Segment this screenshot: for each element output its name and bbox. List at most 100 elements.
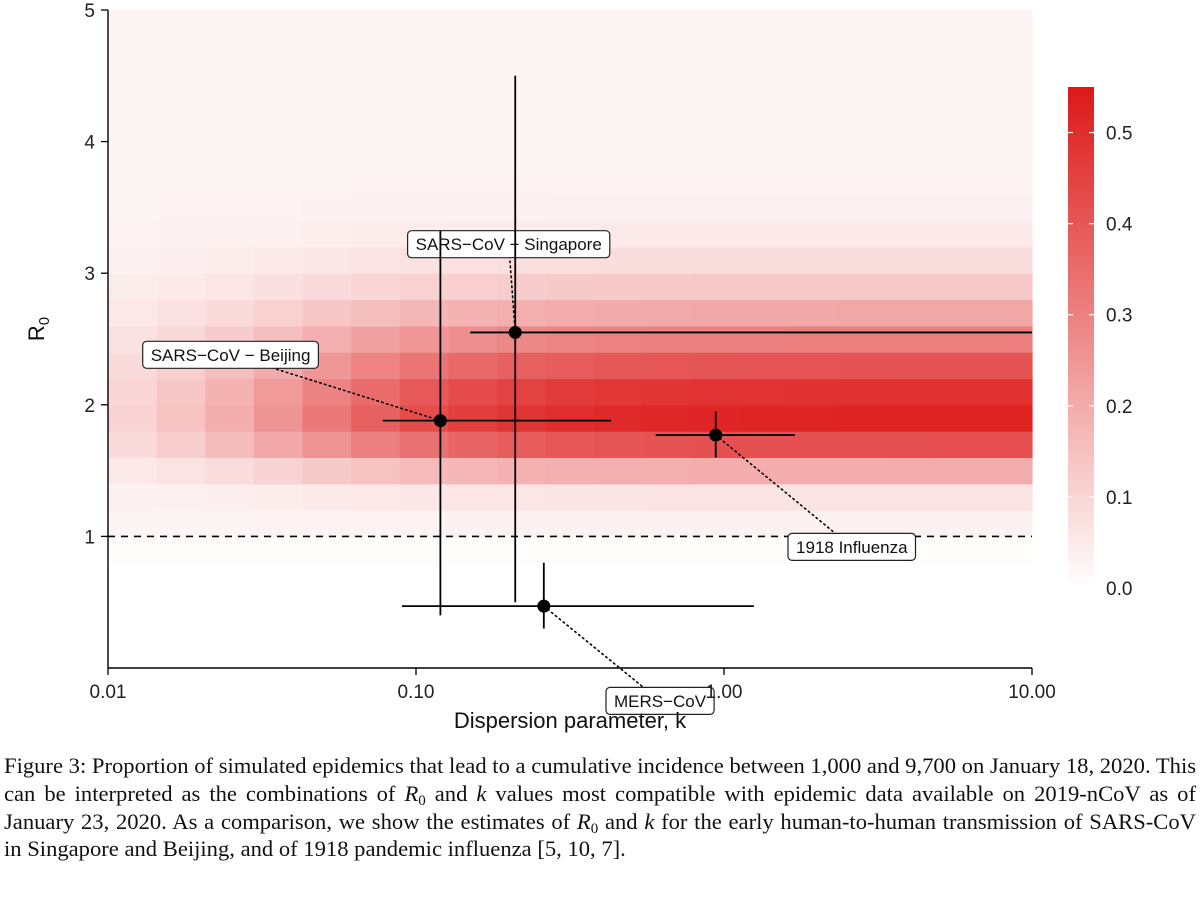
heatmap-cell-187 xyxy=(886,299,936,327)
heatmap-cell-23 xyxy=(302,510,352,537)
heatmap-cell-111 xyxy=(886,404,936,432)
heatmap-cell-18 xyxy=(983,536,1033,564)
heatmap-cell-34 xyxy=(837,510,887,537)
heatmap-cell-260 xyxy=(740,194,790,222)
heatmap-cell-105 xyxy=(594,404,644,432)
heatmap-cell-64 xyxy=(448,457,498,485)
heatmap-cell-263 xyxy=(886,194,936,222)
heatmap-cell-110 xyxy=(837,404,887,432)
heatmap-cell-36 xyxy=(934,510,984,537)
heatmap-cell-395 xyxy=(837,10,887,37)
heatmap-cell-252 xyxy=(351,194,401,222)
heatmap-cell-68 xyxy=(642,457,693,485)
heatmap-cell-56 xyxy=(983,483,1033,511)
heatmap-cell-203 xyxy=(740,273,790,301)
heatmap-cell-3 xyxy=(253,536,304,564)
heatmap-cell-192 xyxy=(205,273,255,301)
heatmap-cell-267 xyxy=(156,167,206,195)
heatmap-cell-256 xyxy=(545,194,595,222)
heatmap-cell-52 xyxy=(788,483,839,511)
heatmap-cell-304 xyxy=(108,115,158,143)
heatmap-cell-393 xyxy=(740,10,790,37)
heatmap-cell-207 xyxy=(934,273,984,301)
heatmap-cell-185 xyxy=(788,299,839,327)
y-axis-title-subscript: 0 xyxy=(36,317,53,325)
heatmap-cell-84 xyxy=(497,431,547,459)
heatmap-cell-248 xyxy=(156,194,206,222)
point-label-3: MERS−CoV xyxy=(605,686,715,716)
heatmap-cell-264 xyxy=(934,194,984,222)
heatmap-cell-375 xyxy=(788,36,839,64)
heatmap-cell-316 xyxy=(691,115,741,143)
heatmap-cell-47 xyxy=(545,483,595,511)
caption-r-symbol: R xyxy=(404,780,419,806)
heatmap-cell-247 xyxy=(108,194,158,222)
heatmap-cell-74 xyxy=(934,457,984,485)
heatmap-cell-104 xyxy=(545,404,595,432)
heatmap-cell-211 xyxy=(205,246,255,274)
heatmap-cell-271 xyxy=(351,167,401,195)
heatmap-cell-51 xyxy=(740,483,790,511)
data-point-0 xyxy=(470,75,1032,603)
heatmap-cell-163 xyxy=(642,325,693,353)
heatmap-cell-390 xyxy=(594,10,644,37)
colorbar: 0.0 0.1 0.2 0.3 0.4 0.5 xyxy=(1068,87,1133,600)
heatmap-cell-13 xyxy=(740,536,790,564)
heatmap-cell-258 xyxy=(642,194,693,222)
leader-line-1 xyxy=(229,353,442,422)
leader-line-2 xyxy=(714,434,853,548)
heatmap-cell-186 xyxy=(837,299,887,327)
heatmap-cell-46 xyxy=(497,483,547,511)
heatmap-cell-176 xyxy=(351,299,401,327)
heatmap-cell-19 xyxy=(108,510,158,537)
heatmap-cell-113 xyxy=(983,404,1033,432)
heatmap-cell-337 xyxy=(788,88,839,116)
heatmap-cell-147 xyxy=(788,352,839,380)
heatmap-cell-91 xyxy=(837,431,887,459)
heatmap-cell-174 xyxy=(253,299,304,327)
heatmap-cell-386 xyxy=(399,10,450,37)
heatmap-cell-274 xyxy=(497,167,547,195)
heatmap-cell-373 xyxy=(691,36,741,64)
heatmap-cell-250 xyxy=(253,194,304,222)
heatmap-cell-280 xyxy=(788,167,839,195)
heatmap-cell-360 xyxy=(983,62,1033,90)
heatmap-cell-279 xyxy=(740,167,790,195)
heatmap-cell-366 xyxy=(351,36,401,64)
heatmap-cell-82 xyxy=(399,431,450,459)
heatmap-cell-131 xyxy=(934,378,984,406)
heatmap-cell-121 xyxy=(448,378,498,406)
heatmap-cell-67 xyxy=(594,457,644,485)
heatmap-cell-312 xyxy=(497,115,547,143)
heatmap-cell-372 xyxy=(642,36,693,64)
heatmap-cell-331 xyxy=(497,88,547,116)
y-axis-title: R0 xyxy=(24,317,53,341)
heatmap-cell-150 xyxy=(934,352,984,380)
heatmap-cell-377 xyxy=(886,36,936,64)
heatmap-cell-40 xyxy=(205,483,255,511)
heatmap-cell-108 xyxy=(740,404,790,432)
caption-r-sub-2: 0 xyxy=(590,820,599,837)
caption-k-symbol-2: k xyxy=(644,808,655,834)
heatmap-cell-287 xyxy=(205,141,255,169)
heatmap-cell-20 xyxy=(156,510,206,537)
heatmap-cell-55 xyxy=(934,483,984,511)
heatmap-cell-42 xyxy=(302,483,352,511)
label-text-0: SARS−CoV − Singapore xyxy=(416,235,602,254)
heatmap-cell-149 xyxy=(886,352,936,380)
x-tick-label-3: 10.00 xyxy=(1008,682,1056,703)
heatmap-cell-295 xyxy=(594,141,644,169)
heatmap-cell-98 xyxy=(253,404,304,432)
heatmap-cell-73 xyxy=(886,457,936,485)
heatmap-cell-338 xyxy=(837,88,887,116)
heatmap-cell-60 xyxy=(253,457,304,485)
heatmap-cell-123 xyxy=(545,378,595,406)
point-label-0: SARS−CoV − Singapore xyxy=(407,230,611,259)
heatmap-cell-206 xyxy=(886,273,936,301)
heatmap-cell-164 xyxy=(691,325,741,353)
heatmap-cell-297 xyxy=(691,141,741,169)
heatmap-cell-159 xyxy=(448,325,498,353)
heatmap-cell-303 xyxy=(983,141,1033,169)
heatmap-cell-289 xyxy=(302,141,352,169)
heatmap-cell-385 xyxy=(351,10,401,37)
